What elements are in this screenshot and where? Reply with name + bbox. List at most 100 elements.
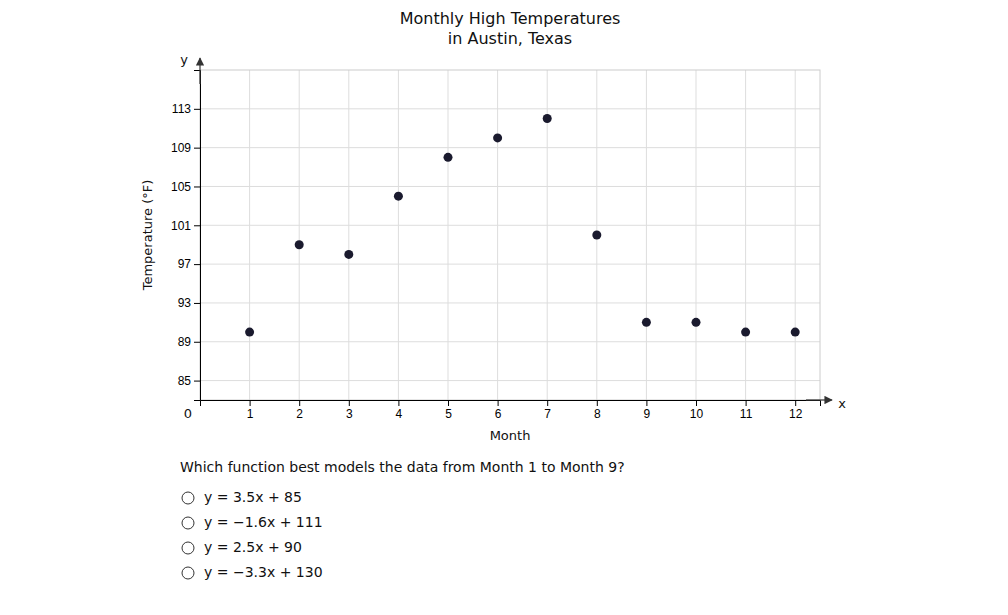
x-tick-label: 3 bbox=[346, 407, 353, 421]
x-tick: 11 bbox=[740, 400, 753, 421]
grid-line-y bbox=[200, 264, 820, 265]
x-tick: 8 bbox=[594, 400, 601, 421]
x-tick-mark bbox=[349, 400, 350, 406]
plot-area: 12345678910111285899397101105109113Month… bbox=[140, 52, 846, 444]
x-tick-mark bbox=[795, 400, 796, 406]
x-tick-mark bbox=[498, 400, 499, 406]
x-tick-mark bbox=[547, 400, 548, 406]
grid-line-y bbox=[200, 225, 820, 226]
y-tick-mark bbox=[194, 303, 200, 304]
x-tick-label: 2 bbox=[296, 407, 303, 421]
x-tick: 7 bbox=[544, 400, 551, 421]
grid-line-y bbox=[200, 186, 820, 187]
grid-line-y bbox=[200, 147, 820, 148]
y-tick-label: 93 bbox=[178, 296, 192, 310]
y-tick-label: 109 bbox=[171, 141, 191, 155]
grid bbox=[200, 70, 820, 400]
x-axis: 123456789101112 bbox=[201, 400, 821, 421]
y-tick: 113 bbox=[172, 102, 200, 116]
grid-line-y bbox=[200, 108, 820, 109]
point bbox=[741, 328, 750, 337]
x-tick: 9 bbox=[644, 400, 651, 421]
y-tick: 85 bbox=[178, 374, 200, 388]
x-tick-mark bbox=[696, 400, 697, 406]
x-tick-label: 5 bbox=[445, 407, 452, 421]
option-label: y = −1.6x + 111 bbox=[204, 514, 323, 530]
y-axis-line bbox=[194, 71, 201, 401]
point bbox=[592, 231, 601, 240]
x-tick-label: 12 bbox=[789, 407, 803, 421]
point bbox=[344, 250, 353, 259]
grid-line-x bbox=[299, 70, 300, 400]
point bbox=[692, 318, 701, 327]
grid-line-x bbox=[448, 70, 449, 400]
x-tick-mark bbox=[646, 400, 647, 406]
point bbox=[444, 153, 453, 162]
chart-svg: Monthly High Temperaturesin Austin, Texa… bbox=[0, 0, 1008, 615]
y-axis-label: Temperature (°F) bbox=[140, 180, 155, 292]
x-tick: 2 bbox=[296, 400, 303, 421]
x-axis-arrow bbox=[806, 399, 832, 400]
radio-button bbox=[182, 517, 194, 529]
x-tick: 1 bbox=[247, 400, 254, 421]
y-tick-label: 97 bbox=[178, 257, 192, 271]
radio-button bbox=[182, 492, 194, 504]
option-label: y = −3.3x + 130 bbox=[204, 564, 323, 580]
plot-frame bbox=[200, 70, 820, 400]
x-tick: 4 bbox=[396, 400, 403, 421]
y-tick-mark bbox=[194, 225, 200, 226]
grid-line-x bbox=[348, 70, 349, 400]
y-tick-mark bbox=[194, 381, 200, 382]
radio-button bbox=[182, 542, 194, 554]
x-tick-label: 4 bbox=[396, 407, 403, 421]
grid-line-x bbox=[745, 70, 746, 400]
point bbox=[394, 192, 403, 201]
grid-line-y bbox=[200, 341, 820, 342]
x-axis-label: Month bbox=[490, 428, 531, 443]
y-tick-mark bbox=[194, 186, 200, 187]
x-tick-mark bbox=[448, 400, 449, 406]
x-tick: 12 bbox=[789, 400, 803, 421]
x-tick-label: 6 bbox=[495, 407, 502, 421]
x-tick-mark bbox=[398, 400, 399, 406]
grid-line-x bbox=[398, 70, 399, 400]
option: y = 2.5x + 90 bbox=[182, 539, 302, 555]
annotation: y bbox=[180, 52, 188, 67]
y-tick: 105 bbox=[171, 180, 200, 194]
y-tick-mark bbox=[194, 109, 200, 110]
y-axis-arrow bbox=[199, 58, 200, 84]
y-axis: 85 89 93 97 101 105 109 113 bbox=[171, 71, 201, 401]
y-tick: 97 bbox=[178, 257, 200, 271]
point bbox=[543, 114, 552, 123]
point bbox=[791, 328, 800, 337]
x-tick: 10 bbox=[690, 400, 704, 421]
point bbox=[295, 240, 304, 249]
x-tick-mark bbox=[597, 400, 598, 406]
question: Which function best models the data from… bbox=[180, 459, 625, 475]
x-tick-label: 11 bbox=[740, 407, 753, 421]
x-tick: 3 bbox=[346, 400, 353, 421]
y-tick-label: 89 bbox=[178, 335, 192, 349]
radio-button bbox=[182, 567, 194, 579]
y-tick-mark bbox=[194, 342, 200, 343]
grid-line-x bbox=[646, 70, 647, 400]
x-tick-label: 10 bbox=[690, 407, 704, 421]
grid-line-y bbox=[200, 302, 820, 303]
annotation: 0 bbox=[184, 406, 192, 421]
y-tick: 89 bbox=[178, 335, 200, 349]
y-tick: 109 bbox=[171, 141, 200, 155]
x-tick-label: 7 bbox=[544, 407, 551, 421]
option: y = −1.6x + 111 bbox=[182, 514, 323, 530]
x-tick-label: 8 bbox=[594, 407, 601, 421]
point bbox=[245, 328, 254, 337]
option: y = 3.5x + 85 bbox=[182, 489, 302, 505]
subtitle: in Austin, Texas bbox=[448, 29, 572, 48]
y-tick-label: 105 bbox=[171, 180, 191, 194]
x-tick-mark bbox=[250, 400, 251, 406]
grid-line-x bbox=[696, 70, 697, 400]
points bbox=[245, 114, 800, 337]
y-tick: 101 bbox=[171, 219, 200, 233]
x-tick-label: 9 bbox=[644, 407, 651, 421]
option-label: y = 3.5x + 85 bbox=[204, 489, 302, 505]
y-tick: 93 bbox=[178, 296, 200, 310]
